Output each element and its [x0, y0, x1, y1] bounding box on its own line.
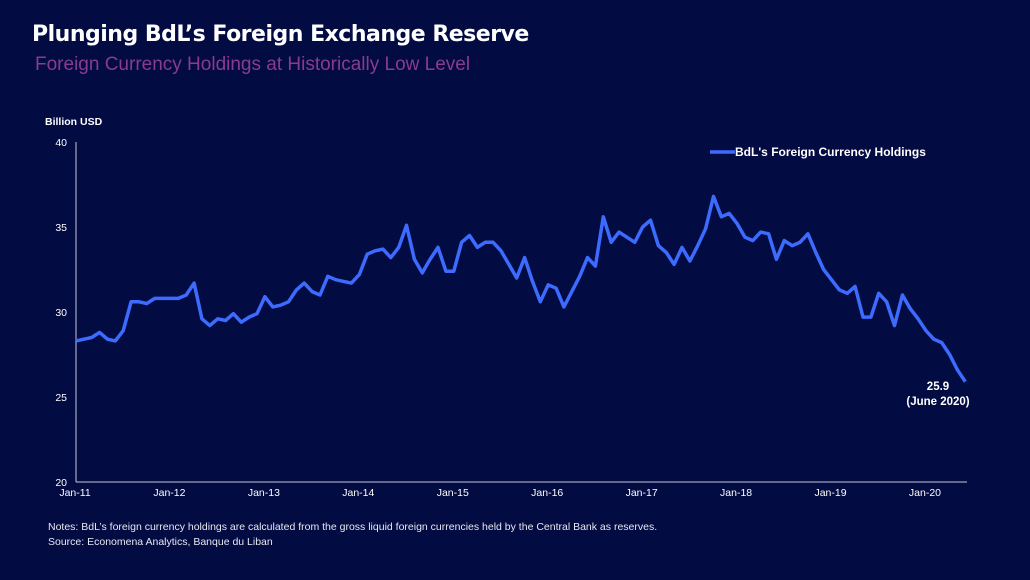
x-tick-label: Jan-15: [437, 487, 469, 499]
chart-title: Plunging BdL’s Foreign Exchange Reserve: [32, 22, 529, 47]
series-line-foreign-currency-holdings: [75, 194, 967, 383]
y-axis-label: Billion USD: [45, 116, 103, 128]
y-tick-label: 30: [55, 307, 67, 319]
x-tick-label: Jan-11: [59, 487, 90, 499]
notes-text: Notes: BdL’s foreign currency holdings a…: [48, 521, 658, 533]
y-tick-label: 25: [55, 392, 67, 404]
x-tick-label: Jan-19: [814, 487, 846, 499]
notes: Notes: BdL’s foreign currency holdings a…: [48, 520, 657, 550]
x-tick-label: Jan-20: [909, 487, 941, 499]
y-tick-label: 20: [55, 477, 67, 489]
y-axis-ticks: 20 25 30 35 40: [55, 137, 67, 489]
x-tick-label: Jan-14: [342, 487, 374, 499]
x-axis-ticks: Jan-11 Jan-12 Jan-13 Jan-14 Jan-15 Jan-16 Jan-…: [59, 487, 941, 499]
x-tick-label: Jan-17: [626, 487, 658, 499]
y-tick-label: 40: [55, 137, 67, 149]
x-tick-label: Jan-12: [153, 487, 185, 499]
annotation-label: (June 2020): [906, 396, 969, 408]
y-tick-label: 35: [55, 222, 67, 234]
legend: BdL's Foreign Currency Holdings: [710, 145, 926, 159]
x-tick-label: Jan-16: [531, 487, 563, 499]
legend-label: BdL's Foreign Currency Holdings: [735, 145, 926, 159]
x-tick-label: Jan-18: [720, 487, 752, 499]
x-tick-label: Jan-13: [248, 487, 280, 499]
annotation-value: 25.9: [927, 381, 949, 393]
chart-subtitle: Foreign Currency Holdings at Historicall…: [35, 54, 471, 75]
source-text: Source: Economena Analytics, Banque du L…: [48, 536, 273, 548]
